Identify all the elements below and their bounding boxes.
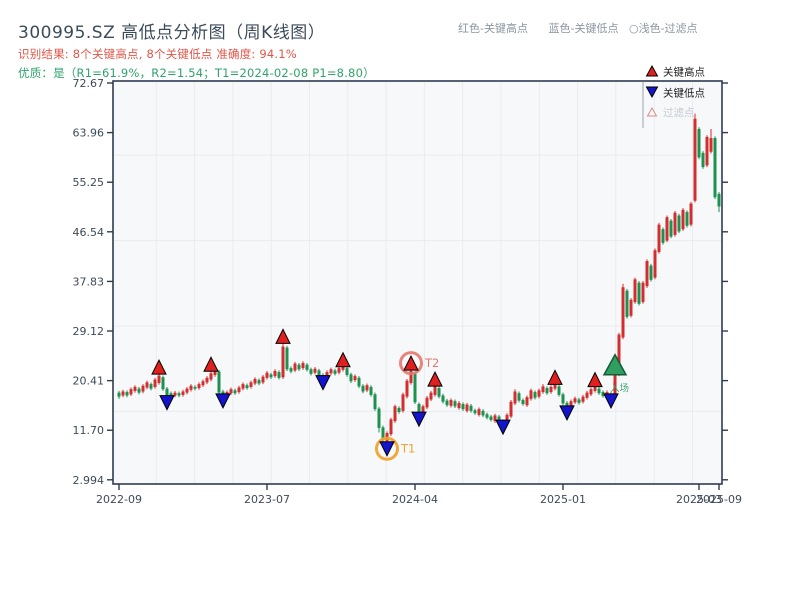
- svg-text:关键低点: 关键低点: [663, 87, 705, 100]
- svg-text:63.96: 63.96: [73, 127, 105, 140]
- entry-marker: 入场: [602, 353, 629, 395]
- svg-text:2022-09: 2022-09: [96, 493, 142, 506]
- recognition-result-line: 识别结果: 8个关键高点, 8个关键低点 准确度: 94.1%: [18, 47, 297, 61]
- quality-line: 优质：是（R1=61.9%，R2=1.54；T1=2024-02-08 P1=8…: [18, 66, 375, 80]
- svg-text:2024-04: 2024-04: [392, 493, 438, 506]
- svg-text:T2: T2: [424, 356, 439, 370]
- y-axis: 72.67 63.96 55.25 46.54 37.83 29.12 20.41 11.70…: [73, 77, 728, 487]
- candles-layer: [117, 113, 721, 447]
- svg-text:入场: 入场: [610, 384, 629, 395]
- svg-text:2025-01: 2025-01: [540, 493, 586, 506]
- svg-text:2023-07: 2023-07: [244, 493, 290, 506]
- svg-text:37.83: 37.83: [73, 275, 105, 288]
- header-legend-low: 蓝色-关键低点: [548, 22, 619, 35]
- svg-text:2.994: 2.994: [73, 474, 105, 487]
- header-color-legend: 红色-关键高点 蓝色-关键低点 ○浅色-过滤点: [458, 20, 698, 36]
- svg-text:关键高点: 关键高点: [663, 66, 705, 79]
- svg-text:29.12: 29.12: [73, 325, 105, 338]
- page-title: 300995.SZ 高低点分析图（周K线图）: [18, 23, 326, 43]
- svg-text:20.41: 20.41: [73, 375, 105, 388]
- key-point-markers: [151, 328, 619, 457]
- svg-text:2025-09: 2025-09: [696, 493, 742, 506]
- svg-text:T1: T1: [400, 442, 415, 456]
- svg-text:11.70: 11.70: [73, 424, 105, 437]
- svg-text:过滤点: 过滤点: [663, 106, 695, 119]
- header-legend-filtered: ○浅色-过滤点: [628, 22, 698, 35]
- x-axis: 2022-09 2023-07 2024-04 2025-01 2025-032025-…: [96, 484, 742, 506]
- svg-text:46.54: 46.54: [73, 226, 105, 239]
- axes-frame: [112, 80, 723, 485]
- annotations-layer: T1 T2: [375, 351, 439, 461]
- header-legend-high: 红色-关键高点: [458, 22, 528, 35]
- svg-text:72.67: 72.67: [73, 77, 105, 90]
- svg-text:55.25: 55.25: [73, 176, 105, 189]
- svg-text:2025-03: 2025-03: [676, 493, 722, 506]
